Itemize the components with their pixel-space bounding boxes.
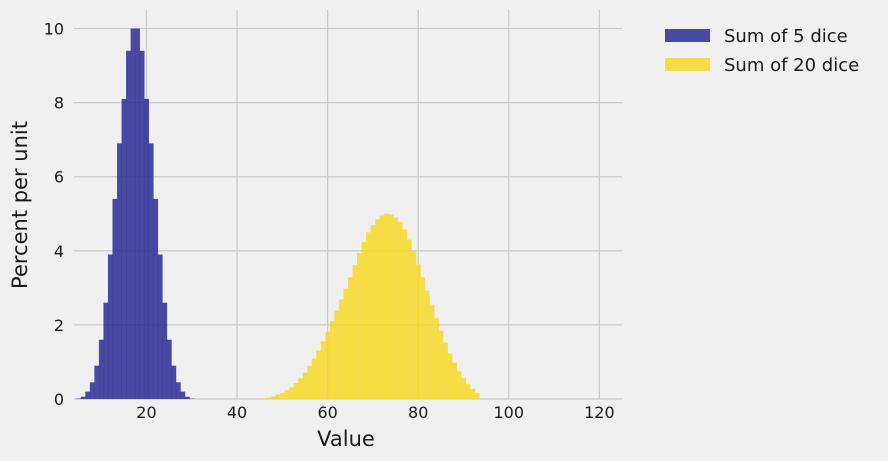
bar	[329, 321, 335, 399]
y-axis-label: Percent per unit	[8, 121, 32, 289]
bar	[370, 224, 376, 399]
series-0	[76, 28, 195, 400]
bar	[162, 302, 168, 399]
bar	[293, 383, 299, 399]
x-tick-label: 100	[494, 403, 525, 422]
bar	[406, 239, 412, 399]
x-tick-label: 40	[227, 403, 247, 422]
bar	[261, 398, 267, 399]
bar	[325, 331, 331, 399]
bar	[271, 396, 276, 399]
bar	[447, 353, 453, 399]
bar	[98, 339, 104, 399]
bar	[107, 254, 113, 399]
legend-swatch-series-1	[665, 58, 710, 71]
y-tick-label: 10	[44, 20, 64, 39]
bar	[438, 330, 444, 399]
bar	[130, 28, 136, 400]
bar	[175, 382, 181, 399]
bar	[316, 350, 322, 399]
bar	[117, 143, 122, 399]
bar	[366, 232, 371, 399]
bar	[379, 215, 385, 399]
bar	[307, 366, 313, 399]
bar	[452, 362, 457, 399]
y-tick-label: 6	[54, 168, 64, 187]
y-tick-labels: 0 2 4 6 8 10	[44, 20, 64, 409]
series-1	[261, 213, 480, 399]
legend-label-series-0: Sum of 5 dice	[724, 26, 848, 47]
bar	[103, 302, 109, 399]
bar	[280, 392, 285, 399]
bar	[171, 365, 177, 399]
bar	[166, 339, 172, 399]
x-axis-label: Value	[317, 427, 375, 451]
y-tick-label: 2	[54, 316, 64, 335]
bar	[144, 98, 150, 400]
y-tick-label: 8	[54, 94, 64, 113]
x-tick-label: 20	[136, 403, 156, 422]
bar	[402, 229, 408, 399]
bar	[420, 277, 426, 399]
legend-swatch-series-0	[665, 29, 710, 42]
bar	[461, 378, 467, 399]
bar	[135, 28, 140, 400]
legend: Sum of 5 dice Sum of 20 dice	[665, 26, 859, 76]
bar	[180, 391, 186, 399]
bar	[311, 358, 317, 399]
bar	[357, 253, 362, 399]
x-tick-label: 80	[408, 403, 428, 422]
bar	[424, 290, 430, 399]
bar	[348, 277, 353, 399]
bar	[474, 392, 480, 399]
bars	[76, 28, 480, 400]
bar	[334, 310, 340, 399]
bar	[320, 341, 326, 399]
bar	[284, 390, 290, 399]
bar	[275, 394, 281, 399]
bar	[126, 50, 131, 399]
bar	[397, 221, 403, 399]
y-tick-label: 4	[54, 242, 64, 261]
bar	[415, 264, 421, 399]
bar	[94, 365, 100, 399]
legend-label-series-1: Sum of 20 dice	[724, 55, 859, 76]
y-tick-label: 0	[54, 390, 64, 409]
bar	[184, 396, 190, 399]
bar	[434, 318, 439, 399]
bar	[148, 143, 154, 399]
bar	[393, 217, 399, 399]
bar	[411, 251, 417, 399]
bar	[266, 397, 272, 399]
x-tick-label: 120	[584, 403, 615, 422]
bar	[80, 396, 86, 399]
bar	[338, 299, 344, 399]
bar	[470, 388, 476, 399]
bar	[139, 50, 145, 399]
bar	[375, 219, 381, 399]
x-tick-labels: 20 40 60 80 100 120	[136, 403, 614, 422]
bar	[157, 254, 163, 399]
bar	[302, 372, 308, 399]
x-tick-label: 60	[317, 403, 337, 422]
bar	[153, 198, 159, 399]
bar	[443, 342, 448, 399]
bar	[89, 382, 95, 399]
bar	[352, 264, 358, 399]
bar	[429, 304, 435, 399]
bar	[465, 384, 471, 399]
bar	[361, 241, 367, 399]
bar	[343, 288, 349, 399]
bar	[456, 371, 462, 399]
bar	[388, 214, 394, 399]
bar	[298, 378, 304, 399]
bar	[289, 387, 294, 399]
bar	[384, 213, 390, 399]
bar	[112, 198, 118, 399]
bar	[121, 98, 127, 400]
bar	[85, 391, 91, 399]
